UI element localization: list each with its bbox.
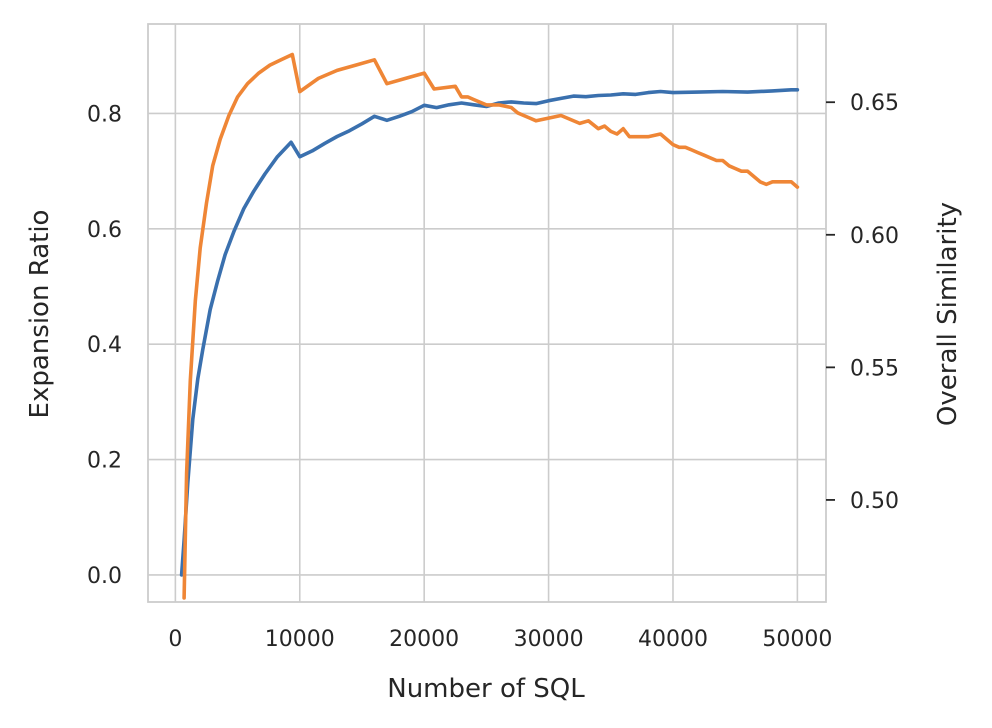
grid-lines xyxy=(148,24,826,602)
right-y-tick-label: 0.65 xyxy=(850,91,899,116)
plot-frame xyxy=(147,23,827,603)
right-y-tick-label: 0.50 xyxy=(850,489,899,514)
overall-similarity-line xyxy=(182,52,800,600)
left-y-tick-label: 0.0 xyxy=(87,564,122,589)
x-axis-title: Number of SQL xyxy=(387,674,585,704)
right-y-axis-title: Overall Similarity xyxy=(933,202,963,426)
left-y-axis-ticks: 0.0 0.2 0.4 0.6 0.8 xyxy=(87,102,122,588)
x-tick-label: 40000 xyxy=(638,627,708,652)
x-tick-label: 10000 xyxy=(265,627,335,652)
right-y-tick-label: 0.60 xyxy=(850,224,899,249)
left-y-tick-label: 0.8 xyxy=(87,102,122,127)
x-tick-label: 30000 xyxy=(514,627,584,652)
right-y-axis-ticks: 0.50 0.55 0.60 0.65 xyxy=(826,91,899,514)
x-tick-label: 0 xyxy=(168,627,182,652)
left-y-axis-title: Expansion Ratio xyxy=(25,210,55,419)
x-tick-label: 50000 xyxy=(762,627,832,652)
left-y-tick-label: 0.6 xyxy=(87,218,122,243)
left-y-tick-label: 0.4 xyxy=(87,333,122,358)
expansion-ratio-line xyxy=(179,88,800,577)
series-lines xyxy=(179,52,800,600)
x-axis-ticks: 0 10000 20000 30000 40000 50000 xyxy=(168,627,832,652)
left-y-tick-label: 0.2 xyxy=(87,449,122,474)
right-y-tick-label: 0.55 xyxy=(850,356,899,381)
x-tick-label: 20000 xyxy=(389,627,459,652)
